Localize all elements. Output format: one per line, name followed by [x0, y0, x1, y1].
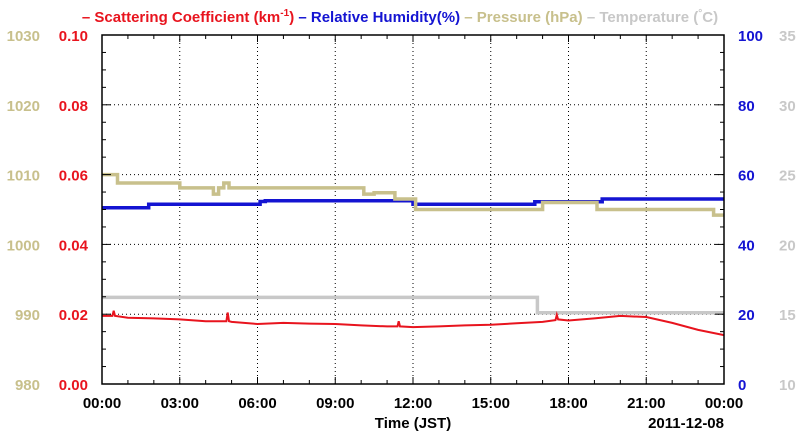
- temperature-tick-label: 25: [779, 168, 796, 185]
- x-tick-label: 21:00: [627, 395, 665, 412]
- humidity-tick-label: 60: [738, 168, 755, 185]
- pressure-tick-label: 1020: [7, 98, 40, 115]
- temperature-tick-label: 30: [779, 98, 796, 115]
- x-tick-label: 03:00: [161, 395, 199, 412]
- x-tick-label: 12:00: [394, 395, 432, 412]
- humidity-tick-label: 0: [738, 377, 746, 394]
- temperature-tick-label: 35: [779, 28, 796, 45]
- humidity-tick-label: 100: [738, 28, 763, 45]
- scattering-tick-label: 0.04: [59, 237, 89, 254]
- date-label: 2011-12-08: [648, 415, 724, 432]
- series-temperature: [102, 295, 724, 315]
- x-tick-label: 18:00: [549, 395, 587, 412]
- scattering-tick-label: 0.02: [59, 307, 88, 324]
- humidity-tick-label: 80: [738, 98, 755, 115]
- x-tick-label: 09:00: [316, 395, 354, 412]
- pressure-tick-label: 980: [15, 377, 40, 394]
- scattering-tick-label: 0.10: [59, 28, 88, 45]
- axes: 00:00 03:00 06:00 09:00 12:00 15:00 18:00 21:00…: [7, 28, 796, 412]
- scattering-tick-label: 0.08: [59, 98, 88, 115]
- x-tick-label: 15:00: [472, 395, 510, 412]
- temperature-tick-label: 15: [779, 307, 796, 324]
- pressure-tick-label: 1030: [7, 28, 40, 45]
- series-scattering: [102, 310, 725, 337]
- scattering-tick-label: 0.00: [59, 377, 88, 394]
- x-axis-title: Time (JST): [375, 415, 451, 432]
- pressure-tick-label: 1000: [7, 237, 40, 254]
- temperature-tick-label: 20: [779, 237, 796, 254]
- x-tick-label: 00:00: [705, 395, 743, 412]
- pressure-tick-label: 990: [15, 307, 40, 324]
- series-pressure: [102, 172, 724, 217]
- humidity-tick-label: 20: [738, 307, 755, 324]
- temperature-tick-label: 10: [779, 377, 796, 394]
- legend-pressure: – Pressure (hPa): [464, 9, 582, 26]
- legend: – Scattering Coefficient (km-1) – Relati…: [82, 8, 718, 26]
- humidity-tick-label: 40: [738, 237, 755, 254]
- x-tick-label: 06:00: [238, 395, 276, 412]
- legend-temperature: – Temperature (°C): [587, 8, 718, 26]
- pressure-tick-label: 1010: [7, 168, 40, 185]
- series-layer: [102, 172, 725, 337]
- scattering-tick-label: 0.06: [59, 168, 88, 185]
- x-tick-label: 00:00: [83, 395, 121, 412]
- legend-humidity: – Relative Humidity(%): [298, 9, 460, 26]
- legend-scattering: – Scattering Coefficient (km-1): [82, 8, 294, 26]
